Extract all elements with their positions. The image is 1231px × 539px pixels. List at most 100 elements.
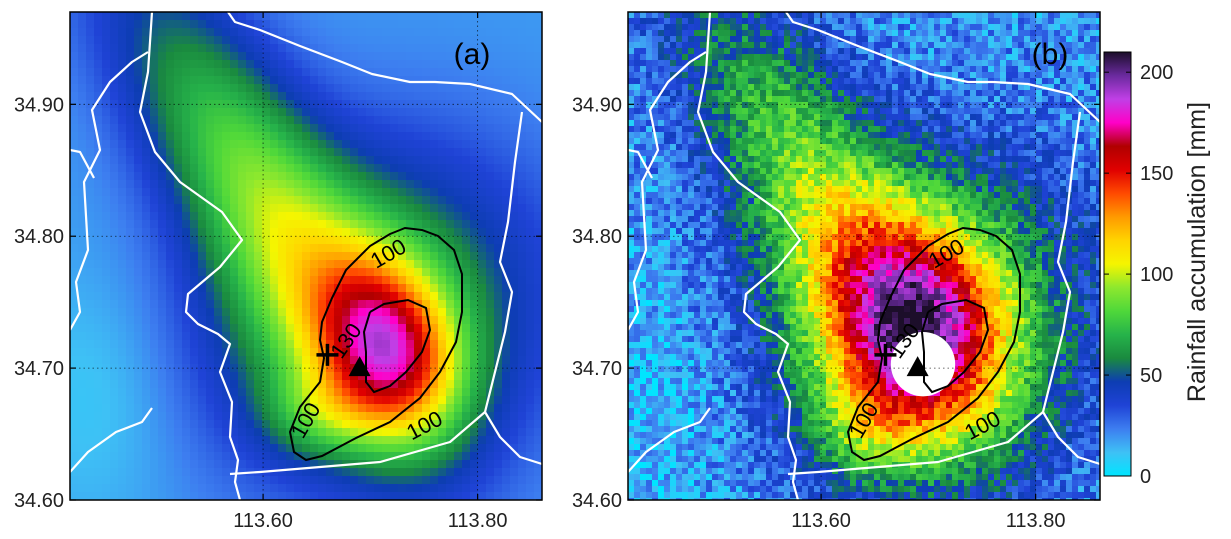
rain-cell: [286, 292, 295, 301]
rain-cell: [118, 236, 127, 245]
rain-cell: [270, 132, 279, 141]
rain-cell: [182, 428, 191, 437]
rain-cell: [310, 356, 319, 365]
rain-cell: [230, 324, 239, 333]
rain-cell: [886, 36, 893, 43]
rain-cell: [994, 60, 1001, 67]
rain-cell: [446, 172, 455, 181]
rain-cell: [438, 260, 447, 269]
rain-cell: [868, 72, 875, 79]
rain-cell: [406, 52, 415, 61]
rain-cell: [398, 460, 407, 469]
rain-cell: [934, 18, 941, 25]
rain-cell: [382, 84, 391, 93]
rain-cell: [142, 204, 151, 213]
rain-cell: [438, 84, 447, 93]
rain-cell: [670, 48, 677, 55]
rain-cell: [182, 52, 191, 61]
rain-cell: [318, 292, 327, 301]
rain-cell: [430, 108, 439, 117]
rain-cell: [230, 140, 239, 149]
rain-cell: [940, 48, 947, 55]
rain-cell: [166, 36, 175, 45]
rain-cell: [414, 372, 423, 381]
rain-cell: [796, 36, 803, 43]
rain-cell: [150, 244, 159, 253]
rain-cell: [682, 30, 689, 37]
rain-cell: [350, 484, 359, 493]
rain-cell: [688, 102, 695, 109]
rain-cell: [1084, 18, 1091, 25]
rain-cell: [198, 164, 207, 173]
rain-cell: [398, 476, 407, 485]
rain-cell: [166, 60, 175, 69]
rain-cell: [126, 404, 135, 413]
rain-cell: [398, 388, 407, 397]
rain-cell: [158, 340, 167, 349]
rain-cell: [222, 164, 231, 173]
rain-cell: [430, 20, 439, 29]
rain-cell: [94, 356, 103, 365]
rain-cell: [294, 140, 303, 149]
rain-cell: [390, 404, 399, 413]
rain-cell: [366, 324, 375, 333]
rain-cell: [310, 300, 319, 309]
rain-cell: [358, 116, 367, 125]
rain-cell: [486, 300, 495, 309]
rain-cell: [446, 124, 455, 133]
rain-cell: [94, 108, 103, 117]
rain-cell: [142, 108, 151, 117]
rain-cell: [438, 476, 447, 485]
rain-cell: [760, 36, 767, 43]
rain-cell: [438, 28, 447, 37]
rain-cell: [880, 12, 887, 19]
rain-cell: [1072, 36, 1079, 43]
rain-cell: [70, 28, 79, 37]
rain-cell: [182, 276, 191, 285]
rain-cell: [988, 36, 995, 43]
rain-cell: [910, 54, 917, 61]
rain-cell: [294, 292, 303, 301]
rain-cell: [190, 84, 199, 93]
rain-cell: [182, 252, 191, 261]
rain-cell: [518, 228, 527, 237]
rain-cell: [438, 116, 447, 125]
rain-cell: [254, 212, 263, 221]
rain-cell: [784, 108, 791, 115]
rain-cell: [910, 96, 917, 103]
rain-cell: [318, 228, 327, 237]
rain-cell: [118, 52, 127, 61]
rain-cell: [486, 252, 495, 261]
rain-cell: [318, 436, 327, 445]
rain-cell: [110, 84, 119, 93]
rain-cell: [238, 92, 247, 101]
rain-cell: [772, 36, 779, 43]
rain-cell: [102, 412, 111, 421]
rain-cell: [174, 132, 183, 141]
rain-cell: [494, 188, 503, 197]
rain-cell: [518, 372, 527, 381]
rain-cell: [1012, 36, 1019, 43]
rain-cell: [802, 12, 809, 19]
rain-cell: [214, 188, 223, 197]
rain-cell: [142, 276, 151, 285]
rain-cell: [118, 404, 127, 413]
rain-cell: [406, 180, 415, 189]
rain-cell: [310, 332, 319, 341]
rain-cell: [730, 30, 737, 37]
rain-cell: [166, 372, 175, 381]
rain-cell: [494, 196, 503, 205]
rain-cell: [350, 412, 359, 421]
rain-cell: [988, 12, 995, 19]
rain-cell: [1060, 24, 1067, 31]
rain-cell: [694, 90, 701, 97]
rain-cell: [478, 332, 487, 341]
rain-cell: [166, 84, 175, 93]
rain-cell: [862, 102, 869, 109]
rain-cell: [246, 76, 255, 85]
rain-cell: [970, 96, 977, 103]
rain-cell: [958, 30, 965, 37]
rain-cell: [934, 30, 941, 37]
rain-cell: [270, 396, 279, 405]
rain-cell: [374, 380, 383, 389]
